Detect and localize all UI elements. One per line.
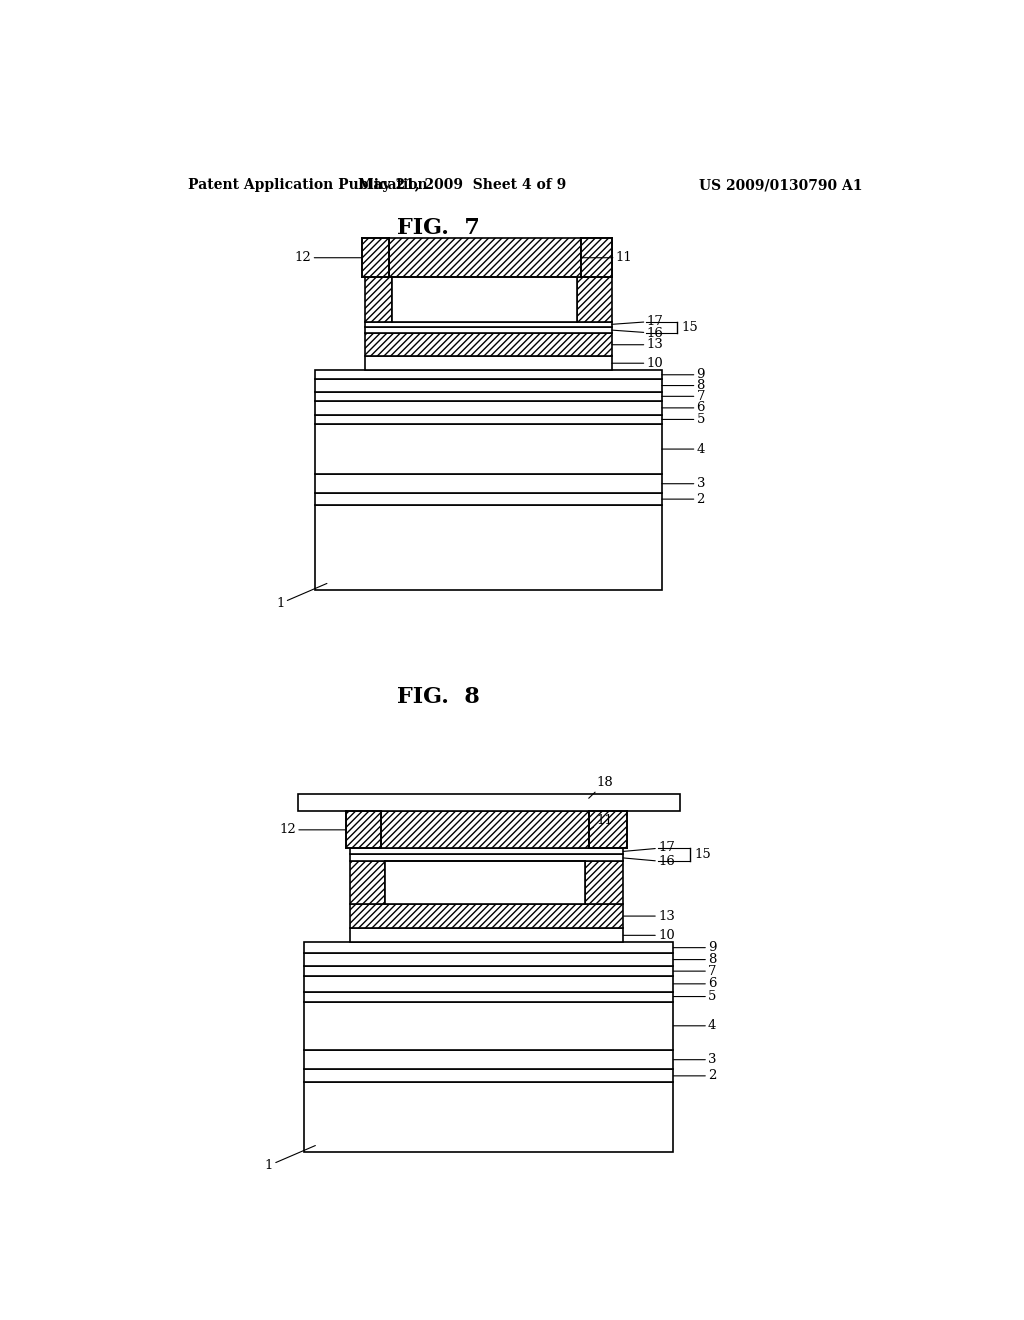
Bar bbox=[304, 942, 674, 953]
Bar bbox=[366, 333, 611, 356]
Bar bbox=[366, 322, 611, 327]
Text: 16: 16 bbox=[624, 855, 675, 869]
Text: FIG.  8: FIG. 8 bbox=[397, 686, 480, 709]
Text: 12: 12 bbox=[295, 251, 361, 264]
Text: 6: 6 bbox=[674, 977, 717, 990]
Bar bbox=[315, 401, 662, 414]
Bar bbox=[361, 239, 388, 277]
Text: 9: 9 bbox=[674, 941, 717, 954]
Bar bbox=[304, 991, 674, 1002]
Text: 4: 4 bbox=[662, 442, 705, 455]
Bar bbox=[315, 379, 662, 392]
Bar bbox=[315, 494, 662, 506]
Bar bbox=[315, 370, 662, 379]
Bar bbox=[298, 795, 680, 812]
Text: 16: 16 bbox=[611, 326, 664, 339]
Text: 17: 17 bbox=[611, 314, 664, 327]
Bar bbox=[350, 849, 624, 854]
Bar bbox=[315, 414, 662, 424]
Text: 11: 11 bbox=[581, 251, 633, 264]
Bar bbox=[315, 424, 662, 474]
Bar bbox=[315, 392, 662, 401]
Bar bbox=[350, 928, 624, 942]
Bar bbox=[366, 277, 392, 322]
Bar bbox=[350, 854, 624, 862]
Bar bbox=[350, 904, 624, 928]
Bar bbox=[589, 812, 628, 849]
Bar bbox=[304, 1002, 674, 1051]
Bar bbox=[304, 1082, 674, 1151]
Bar bbox=[346, 812, 381, 849]
Bar bbox=[388, 239, 581, 277]
Bar bbox=[578, 277, 611, 322]
Text: 6: 6 bbox=[662, 401, 705, 414]
Text: 15: 15 bbox=[681, 321, 698, 334]
Text: 10: 10 bbox=[624, 929, 675, 942]
Text: 10: 10 bbox=[611, 356, 664, 370]
Text: 2: 2 bbox=[674, 1069, 717, 1082]
Bar bbox=[585, 862, 624, 904]
Text: 5: 5 bbox=[674, 990, 717, 1003]
Text: 15: 15 bbox=[694, 849, 711, 862]
Text: 5: 5 bbox=[662, 413, 705, 426]
Text: 2: 2 bbox=[662, 492, 705, 506]
Text: US 2009/0130790 A1: US 2009/0130790 A1 bbox=[698, 178, 862, 193]
Bar bbox=[381, 812, 589, 849]
Text: 12: 12 bbox=[280, 824, 346, 837]
Text: 3: 3 bbox=[662, 478, 705, 490]
Text: 17: 17 bbox=[624, 841, 675, 854]
Text: 13: 13 bbox=[611, 338, 664, 351]
Bar bbox=[385, 862, 585, 904]
Bar bbox=[366, 356, 611, 370]
Bar bbox=[366, 327, 611, 333]
Text: 11: 11 bbox=[589, 814, 613, 830]
Text: 7: 7 bbox=[674, 965, 717, 978]
Text: Patent Application Publication: Patent Application Publication bbox=[188, 178, 428, 193]
Text: May 21, 2009  Sheet 4 of 9: May 21, 2009 Sheet 4 of 9 bbox=[357, 178, 566, 193]
Text: FIG.  7: FIG. 7 bbox=[397, 216, 480, 239]
Text: 18: 18 bbox=[589, 776, 613, 799]
Bar bbox=[304, 953, 674, 966]
Bar bbox=[315, 474, 662, 494]
Text: 7: 7 bbox=[662, 389, 705, 403]
Bar bbox=[350, 862, 385, 904]
Text: 1: 1 bbox=[276, 583, 327, 610]
Bar bbox=[392, 277, 578, 322]
Bar bbox=[315, 506, 662, 590]
Bar bbox=[304, 966, 674, 977]
Text: 13: 13 bbox=[624, 909, 675, 923]
Bar bbox=[304, 1069, 674, 1082]
Text: 4: 4 bbox=[674, 1019, 717, 1032]
Text: 3: 3 bbox=[674, 1053, 717, 1067]
Text: 1: 1 bbox=[264, 1146, 315, 1172]
Text: 9: 9 bbox=[662, 368, 705, 381]
Bar bbox=[304, 1051, 674, 1069]
Bar bbox=[581, 239, 611, 277]
Bar bbox=[304, 977, 674, 991]
Text: 8: 8 bbox=[662, 379, 705, 392]
Text: 8: 8 bbox=[674, 953, 717, 966]
